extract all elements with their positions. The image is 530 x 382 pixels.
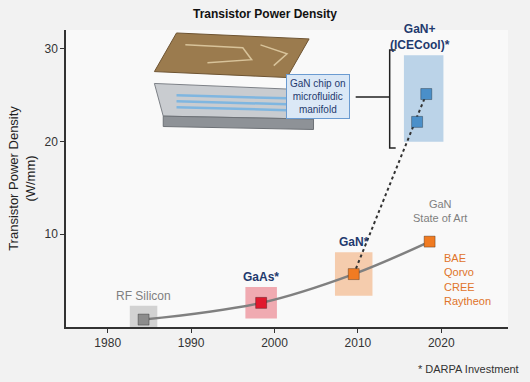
svg-text:GaNState of Art: GaNState of Art [413, 198, 467, 224]
svg-text:BAEQorvoCREERaytheon: BAEQorvoCREERaytheon [444, 252, 491, 307]
svg-text:1980: 1980 [94, 336, 121, 350]
svg-text:Transistor Power Density(W/mm): Transistor Power Density(W/mm) [6, 106, 38, 251]
svg-text:GaN+(ICECool)*: GaN+(ICECool)* [390, 22, 450, 52]
svg-text:10: 10 [44, 227, 58, 241]
svg-text:2020: 2020 [428, 336, 455, 350]
svg-text:20: 20 [44, 135, 58, 149]
svg-text:GaN chip onmicrofluidicmanifol: GaN chip onmicrofluidicmanifold [290, 78, 346, 115]
svg-text:* DARPA Investment: * DARPA Investment [418, 363, 519, 375]
svg-text:GaAs*: GaAs* [243, 270, 279, 284]
svg-text:2000: 2000 [261, 336, 288, 350]
svg-text:GaN*: GaN* [339, 235, 369, 249]
svg-text:2010: 2010 [345, 336, 372, 350]
svg-text:Transistor Power Density: Transistor Power Density [193, 7, 337, 21]
svg-text:RF Silicon: RF Silicon [116, 289, 171, 303]
svg-text:30: 30 [44, 42, 58, 56]
svg-text:1990: 1990 [178, 336, 205, 350]
